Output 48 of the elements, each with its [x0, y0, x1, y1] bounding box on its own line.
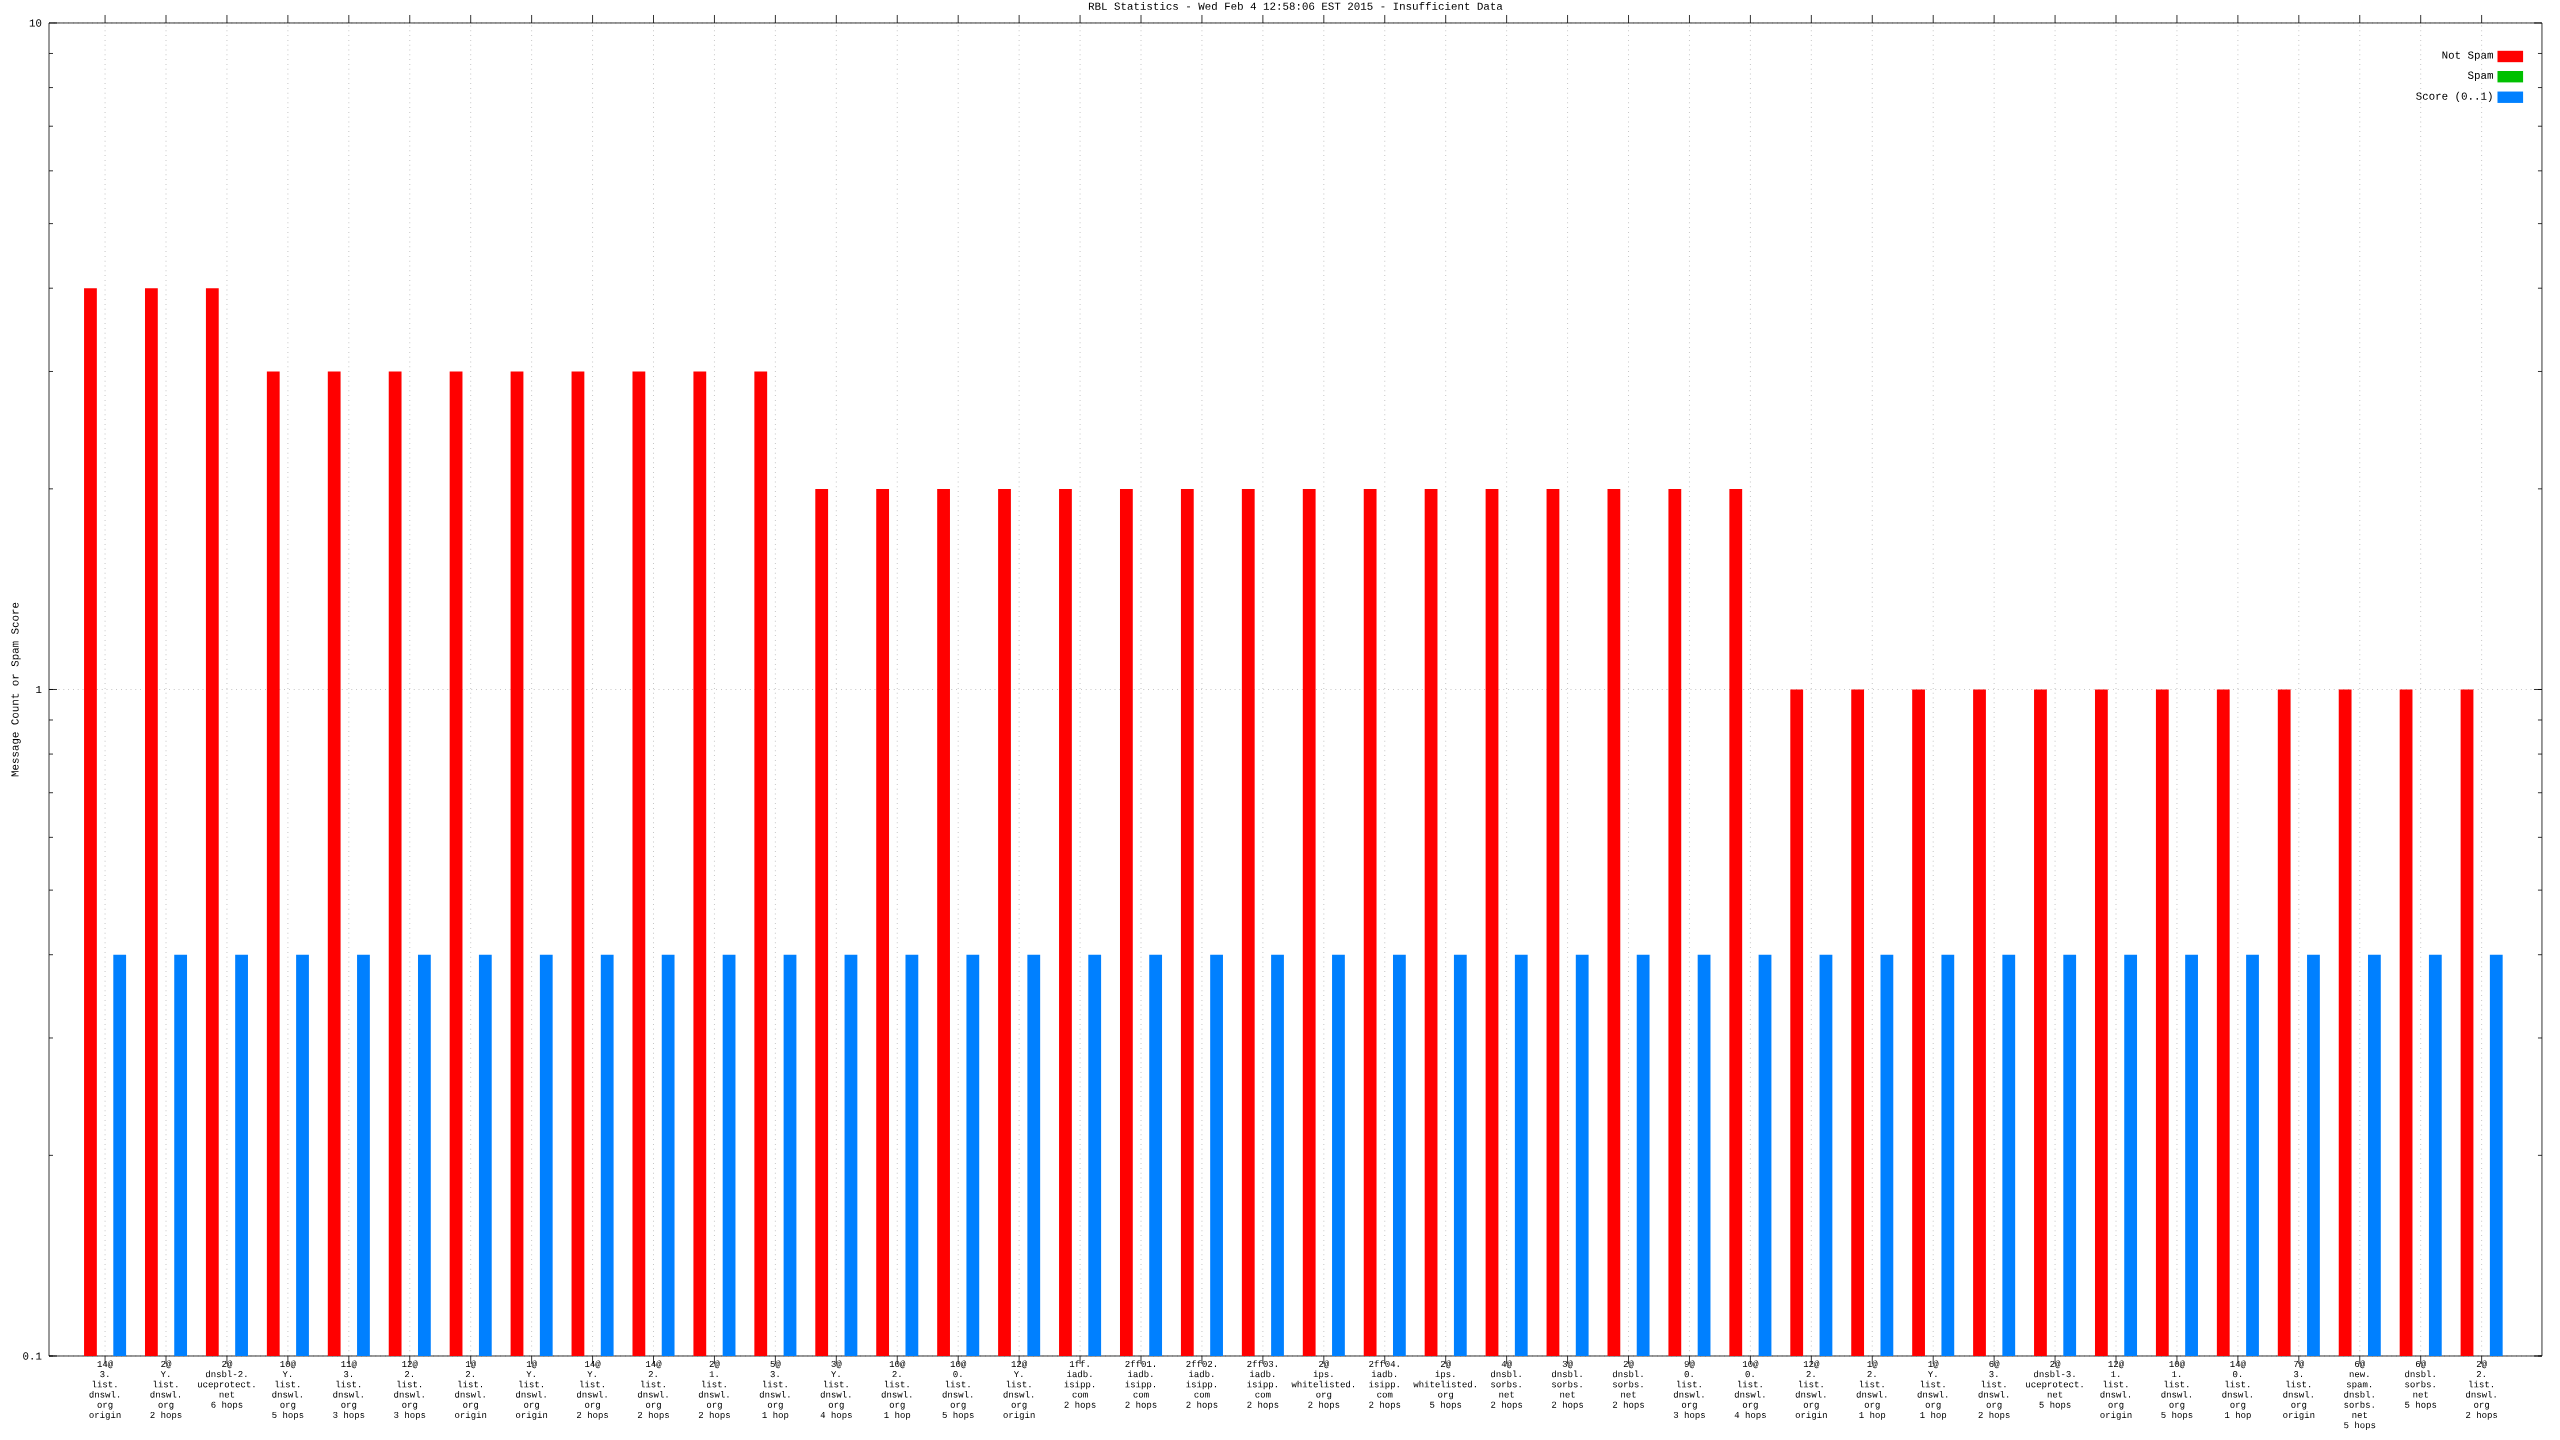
x-tick-label: 2@ ips. whitelisted. org 2 hops: [1291, 1360, 1355, 1410]
x-tick-label: 12@ Y. list. dnswl. org origin: [1003, 1360, 1035, 1420]
x-tick-label: 14@ 0. list. dnswl. org 1 hop: [2222, 1360, 2252, 1420]
y-tick-label: 1: [36, 685, 42, 694]
x-tick-label: 1@ 2. list. dnswl. org 1 hop: [1856, 1360, 1887, 1420]
x-tick-label: 6@ 3. list. dnswl. org 2 hops: [1978, 1360, 2010, 1420]
x-tick-label: 2@ dnsbl-2. uceprotect. net 6 hops: [198, 1360, 255, 1410]
x-tick-label: 2@ dnsbl-3. uceprotect. net 5 hops: [2026, 1360, 2083, 1410]
x-tick-label: 1@ 2. list. dnswl. org origin: [455, 1360, 487, 1420]
x-tick-label: 9@ 0. list. dnswl. org 3 hops: [1673, 1360, 1705, 1420]
x-tick-label: 2ff04. iadb. isipp. com 2 hops: [1369, 1360, 1401, 1410]
x-tick-label: 14@ Y. list. dnswl. org 2 hops: [576, 1360, 609, 1420]
y-tick-label: 10: [29, 19, 42, 27]
x-tick-label: 6@ new. spam. dnsbl. sorbs. net 5 hops: [2344, 1360, 2376, 1430]
x-tick-label: 4@ dnsbl. sorbs. net 2 hops: [1491, 1360, 1523, 1410]
y-axis-title: Message Count or Spam Score: [11, 602, 21, 777]
chart-title: RBL Statistics - Wed Feb 4 12:58:06 EST 2015 - Insufficient Data: [1088, 1, 1503, 10]
legend-label: Score (0..1): [2416, 91, 2492, 102]
x-tick-label: 1ff. iadb. isipp. com 2 hops: [1064, 1360, 1096, 1410]
x-tick-label: 1@ Y. list. dnswl. org origin: [516, 1360, 548, 1420]
x-tick-label: 14@ 2. list. dnswl. org 2 hops: [637, 1360, 669, 1420]
x-tick-label: 2@ ips. whitelisted. org 5 hops: [1413, 1360, 1476, 1410]
x-tick-label: 2@ 2. list. dnswl. org 2 hops: [2466, 1360, 2498, 1420]
x-tick-label: 2@ Y. list. dnswl. org 2 hops: [150, 1360, 182, 1420]
x-tick-label: 1@ Y. list. dnswl. org 1 hop: [1917, 1360, 1948, 1420]
legend-label: Not Spam: [2442, 51, 2493, 61]
x-tick-label: 3@ Y. list. dnswl. org 4 hops: [820, 1360, 852, 1420]
x-tick-label: 10@ 2. list. dnswl. org 1 hop: [881, 1360, 912, 1420]
x-tick-label: 6@ dnsbl. sorbs. net 5 hops: [2405, 1360, 2437, 1410]
x-tick-label: 11@ 3. list. dnswl. org 3 hops: [333, 1360, 365, 1420]
x-tick-label: 10@ 1. list. dnswl. org 5 hops: [2161, 1360, 2193, 1420]
x-tick-label: 12@ 1. list. dnswl. org origin: [2100, 1360, 2132, 1420]
x-tick-label: 2ff03. iadb. isipp. com 2 hops: [1247, 1360, 1279, 1410]
x-tick-label: 2@ dnsbl. sorbs. net 2 hops: [1612, 1360, 1644, 1410]
x-tick-label: 7@ 3. list. dnswl. org origin: [2283, 1360, 2315, 1420]
x-tick-label: 12@ 2. list. dnswl. org 3 hops: [394, 1360, 426, 1420]
x-tick-label: 14@ 3. list. dnswl. org origin: [89, 1360, 121, 1420]
x-tick-label: 2ff02. iadb. isipp. com 2 hops: [1186, 1360, 1218, 1410]
x-tick-label: 3@ dnsbl. sorbs. net 2 hops: [1551, 1360, 1584, 1410]
x-tick-label: 5@ 3. list. dnswl. org 1 hop: [759, 1360, 790, 1420]
x-tick-label: 12@ 2. list. dnswl. org origin: [1795, 1360, 1827, 1420]
x-tick-label: 2@ 1. list. dnswl. org 2 hops: [698, 1360, 730, 1420]
y-tick-label: 0.1: [23, 1352, 42, 1360]
x-tick-label: 10@ 0. list. dnswl. org 4 hops: [1734, 1360, 1766, 1420]
x-tick-label: 10@ 0. list. dnswl. org 5 hops: [942, 1360, 974, 1420]
x-tick-label: 2ff01. iadb. isipp. com 2 hops: [1125, 1360, 1157, 1410]
legend-label: Spam: [2467, 71, 2493, 82]
x-tick-label: 10@ Y. list. dnswl. org 5 hops: [272, 1360, 304, 1420]
